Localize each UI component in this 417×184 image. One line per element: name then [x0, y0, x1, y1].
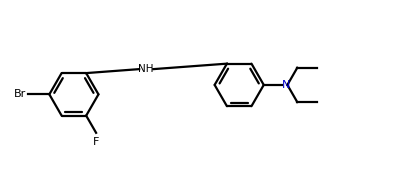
Text: N: N — [282, 80, 291, 90]
Text: NH: NH — [138, 64, 153, 74]
Text: Br: Br — [14, 89, 26, 99]
Text: F: F — [93, 137, 99, 147]
